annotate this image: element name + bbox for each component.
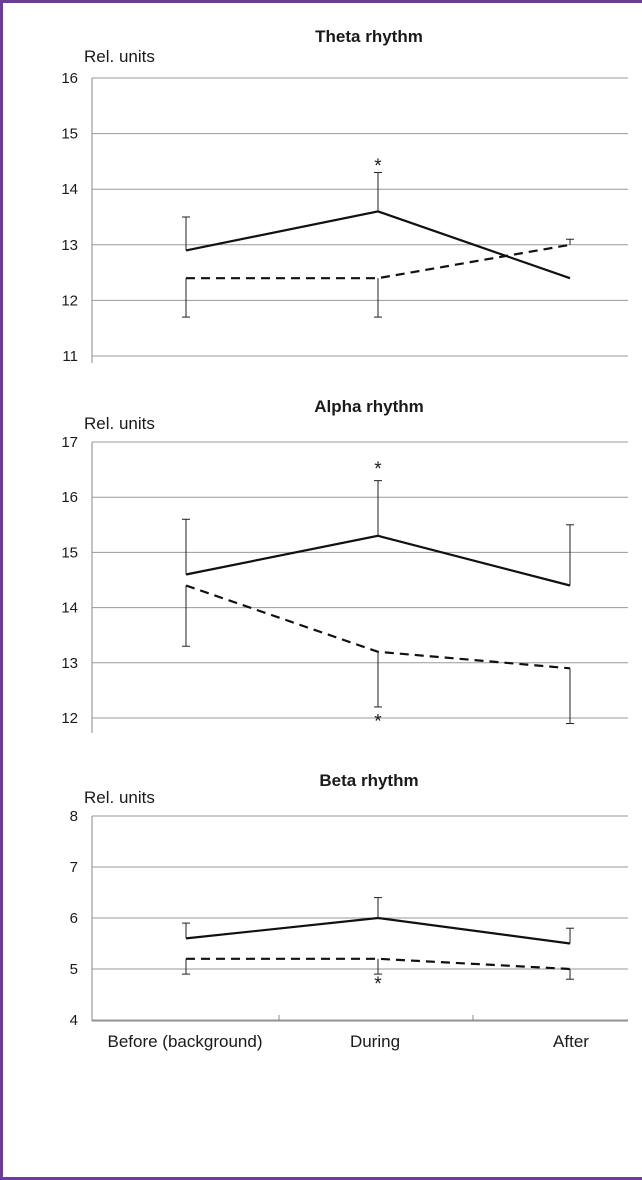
y-tick-label-4: 8 <box>70 808 78 825</box>
significance-marker-1: * <box>374 712 382 733</box>
significance-marker-0: * <box>374 974 382 995</box>
y-tick-label-1: 5 <box>70 961 78 978</box>
significance-marker-0: * <box>374 459 382 480</box>
x-tick-label-0: Before (background) <box>108 1032 263 1051</box>
y-tick-label-0: 4 <box>70 1012 78 1029</box>
y-tick-label-2: 14 <box>61 600 78 617</box>
y-tick-label-5: 17 <box>61 434 78 451</box>
y-tick-label-1: 13 <box>61 655 78 672</box>
y-tick-label-3: 14 <box>61 181 78 198</box>
series-line-dashed <box>186 243 571 280</box>
y-tick-label-0: 11 <box>62 348 78 365</box>
y-tick-label-3: 15 <box>61 544 78 561</box>
y-axis-label: Rel. units <box>84 47 155 66</box>
y-tick-label-4: 15 <box>61 126 78 143</box>
y-tick-label-3: 7 <box>70 859 78 876</box>
y-tick-label-5: 16 <box>61 70 78 87</box>
significance-marker-0: * <box>374 156 382 177</box>
y-tick-label-4: 16 <box>61 489 78 506</box>
y-tick-label-2: 13 <box>61 237 78 254</box>
panel-3: 4 5 6 7 8 Beta rhythm Rel. units * Before (backg… <box>70 771 628 1051</box>
series-line-solid <box>185 534 571 587</box>
chart-title: Theta rhythm <box>315 27 423 46</box>
series-line-dashed <box>186 957 571 971</box>
y-axis-label: Rel. units <box>84 414 155 433</box>
y-tick-label-2: 6 <box>70 910 78 927</box>
x-tick-label-2: After <box>553 1032 589 1051</box>
panel-1: 11 12 13 14 15 16 Theta rhythm Rel. units * <box>61 27 628 365</box>
y-axis-label: Rel. units <box>84 788 155 807</box>
y-tick-label-0: 12 <box>61 710 78 727</box>
panel-2: 12 13 14 15 16 17 Alpha rhythm Rel. units * * <box>61 397 628 733</box>
chart-title: Alpha rhythm <box>314 397 424 416</box>
chart-title: Beta rhythm <box>319 771 418 790</box>
x-tick-label-1: During <box>350 1032 400 1051</box>
y-tick-label-1: 12 <box>61 292 78 309</box>
series-line-solid <box>185 916 571 945</box>
